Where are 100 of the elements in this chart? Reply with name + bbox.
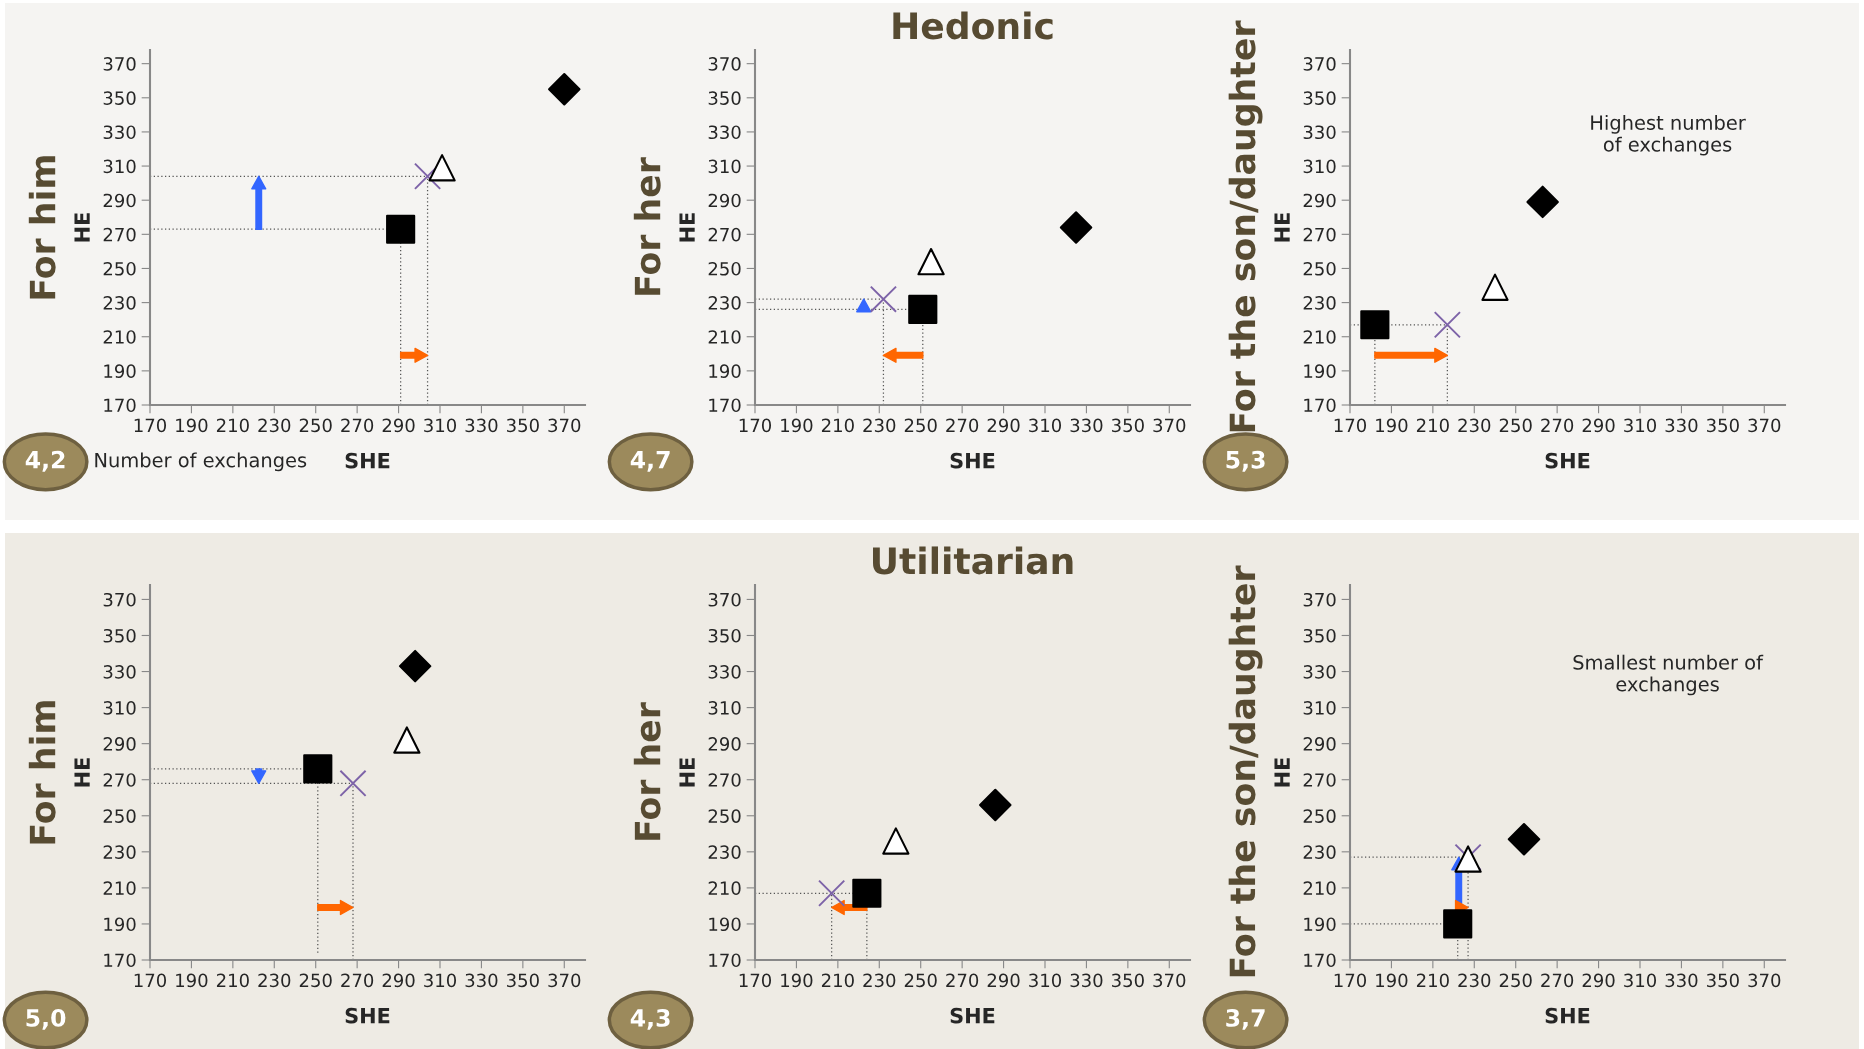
y-tick-label: 170 xyxy=(709,953,741,968)
x-axis-title: SHE xyxy=(345,452,390,469)
text: 4,7 xyxy=(630,451,670,472)
text: 3,7 xyxy=(1226,1008,1265,1030)
y-tick-label: 350 xyxy=(103,91,136,105)
annotation: Smallest number of exchanges xyxy=(1573,654,1764,696)
x-tick-label: 250 xyxy=(1499,973,1532,988)
x-tick-label: 330 xyxy=(1070,418,1103,433)
y-tick-label: 190 xyxy=(104,364,136,378)
x-tick-label: 290 xyxy=(987,418,1020,433)
x-tick-label: 230 xyxy=(1458,973,1491,988)
y-tick-label: 230 xyxy=(103,296,136,310)
x-tick-label: 230 xyxy=(1458,418,1491,433)
x-tick-label: 350 xyxy=(1112,973,1144,988)
y-tick-label: 290 xyxy=(708,193,741,208)
x-tick-label: 330 xyxy=(465,418,498,433)
x-tick-label: 230 xyxy=(258,973,291,988)
x-tick-label: 170 xyxy=(134,418,167,433)
x-tick-label: 190 xyxy=(176,418,208,433)
x-tick-label: 270 xyxy=(341,973,374,988)
text: For the son/daughter xyxy=(1228,20,1263,432)
x-tick-label: 250 xyxy=(1499,418,1532,433)
y-tick-label: 170 xyxy=(1304,398,1336,413)
text: 5,0 xyxy=(26,1008,66,1030)
x-tick-label: 370 xyxy=(1153,973,1186,988)
y-tick-label: 270 xyxy=(1303,227,1336,242)
y-axis-title: HE xyxy=(1274,213,1290,242)
text: Number of exchanges xyxy=(95,452,307,472)
y-tick-label: 350 xyxy=(1303,628,1336,643)
y-tick-label: 270 xyxy=(103,773,136,787)
x-tick-label: 290 xyxy=(1582,973,1615,988)
x-tick-label: 190 xyxy=(1376,973,1408,988)
y-tick-label: 270 xyxy=(1303,773,1336,787)
y-tick-label: 270 xyxy=(708,773,741,787)
y-tick-label: 190 xyxy=(104,917,136,932)
x-tick-label: 310 xyxy=(1624,973,1657,988)
x-tick-label: 350 xyxy=(507,973,539,988)
x-tick-label: 250 xyxy=(299,418,332,433)
x-tick-label: 350 xyxy=(1707,418,1739,433)
x-tick-label: 370 xyxy=(1748,418,1781,433)
x-tick-label: 250 xyxy=(904,418,937,433)
x-tick-label: 310 xyxy=(424,418,457,433)
text: 5,3 xyxy=(1226,450,1265,472)
text: 4,3 xyxy=(630,1008,670,1030)
x-tick-label: 170 xyxy=(739,973,772,988)
y-tick-label: 310 xyxy=(103,159,136,174)
y-tick-label: 350 xyxy=(1303,91,1336,105)
y-tick-label: 290 xyxy=(708,737,741,751)
y-tick-label: 370 xyxy=(1303,57,1336,71)
y-tick-label: 350 xyxy=(708,91,741,105)
y-tick-label: 310 xyxy=(1303,701,1336,715)
y-tick-label: 330 xyxy=(103,125,136,140)
y-tick-label: 370 xyxy=(708,592,741,607)
y-axis-title: HE xyxy=(679,213,695,242)
y-tick-label: 250 xyxy=(103,261,136,276)
x-tick-label: 190 xyxy=(176,973,208,988)
x-tick-label: 190 xyxy=(781,418,813,433)
y-tick-label: 350 xyxy=(708,628,741,643)
x-tick-label: 270 xyxy=(946,418,979,433)
y-tick-label: 230 xyxy=(708,296,741,310)
y-tick-label: 310 xyxy=(708,701,741,715)
x-tick-label: 230 xyxy=(863,418,896,433)
x-tick-label: 210 xyxy=(216,418,249,433)
x-axis-title: SHE xyxy=(1545,1007,1590,1024)
y-axis-title: HE xyxy=(74,213,90,242)
y-tick-label: 250 xyxy=(708,261,741,276)
y-tick-label: 330 xyxy=(1303,125,1336,140)
x-tick-label: 190 xyxy=(781,973,813,988)
y-tick-label: 270 xyxy=(708,227,741,242)
x-tick-label: 210 xyxy=(1416,418,1449,433)
y-tick-label: 330 xyxy=(103,665,136,679)
y-tick-label: 290 xyxy=(1303,737,1336,751)
x-tick-label: 270 xyxy=(946,973,979,988)
y-tick-label: 170 xyxy=(104,953,136,968)
y-tick-label: 250 xyxy=(1303,261,1336,276)
text: For him xyxy=(28,701,56,844)
y-tick-label: 330 xyxy=(708,125,741,140)
y-tick-label: 190 xyxy=(1304,364,1336,378)
y-tick-label: 290 xyxy=(1303,193,1336,208)
y-tick-label: 190 xyxy=(709,364,741,378)
y-tick-label: 350 xyxy=(103,628,136,643)
y-tick-label: 190 xyxy=(709,917,741,932)
x-tick-label: 290 xyxy=(987,973,1020,988)
x-tick-label: 350 xyxy=(1707,973,1739,988)
x-axis-title: SHE xyxy=(345,1007,390,1024)
text: For him xyxy=(28,156,56,299)
text: For the son/daughter xyxy=(1228,565,1263,977)
x-tick-label: 170 xyxy=(739,418,772,433)
y-tick-label: 270 xyxy=(103,227,136,242)
x-tick-label: 370 xyxy=(1153,418,1186,433)
x-tick-label: 290 xyxy=(1582,418,1615,433)
y-tick-label: 170 xyxy=(104,398,136,413)
annotation: Highest number of exchanges xyxy=(1591,114,1746,156)
y-tick-label: 370 xyxy=(1303,592,1336,607)
x-tick-label: 330 xyxy=(1070,973,1103,988)
y-tick-label: 370 xyxy=(708,57,741,71)
x-tick-label: 190 xyxy=(1376,418,1408,433)
y-tick-label: 230 xyxy=(708,845,741,859)
y-tick-label: 170 xyxy=(1304,953,1336,968)
x-axis-title: SHE xyxy=(1545,452,1590,469)
